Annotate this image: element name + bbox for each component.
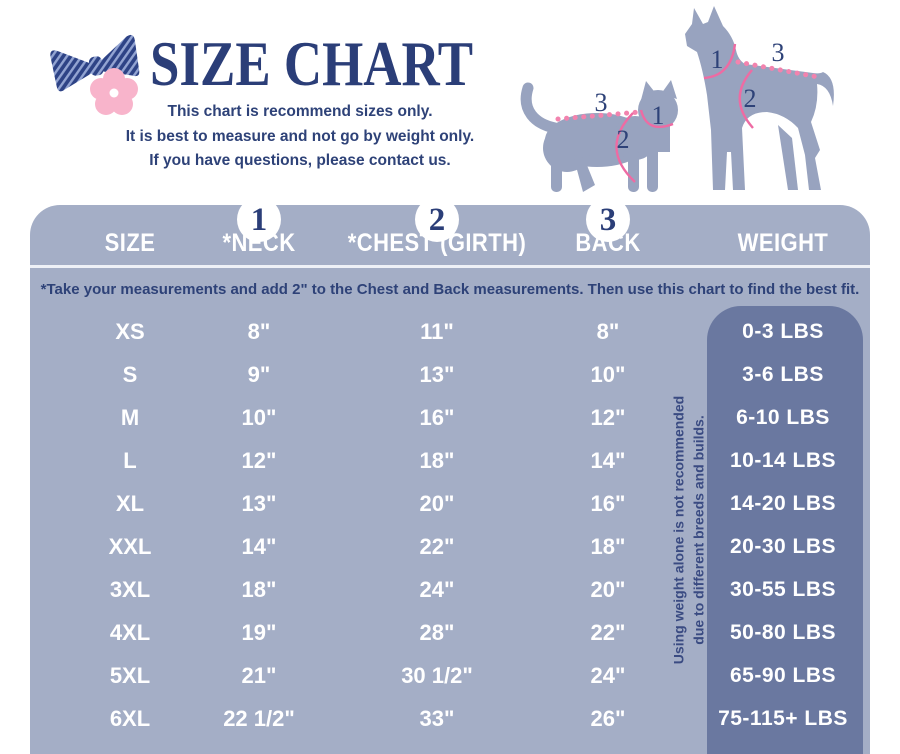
measurement-diagram: 3 1 2 3 1 2 xyxy=(520,6,834,192)
cell-weight: 0-3 LBS xyxy=(742,319,824,343)
cell-weight: 14-20 LBS xyxy=(729,491,837,515)
cell-chest: 24" xyxy=(419,577,455,603)
dog-chest-number: 2 xyxy=(744,84,757,113)
subtitle-line-3: If you have questions, please contact us… xyxy=(149,152,451,169)
cell-neck: 10" xyxy=(241,404,277,430)
column-header-weight: WEIGHT xyxy=(737,229,829,257)
bow-tie-icon xyxy=(50,34,140,92)
flower-icon xyxy=(90,68,138,115)
logo xyxy=(50,34,140,115)
table-row: 6XL 22 1/2" 33" 26" 75-115+ LBS xyxy=(30,698,870,741)
table-row: 4XL 19" 28" 22" 50-80 LBS xyxy=(30,612,870,655)
cell-back: 10" xyxy=(590,361,626,387)
cell-weight: 50-80 LBS xyxy=(729,621,837,645)
cell-size: XXL xyxy=(108,534,152,560)
cell-chest: 13" xyxy=(419,361,455,387)
cell-chest: 11" xyxy=(420,318,454,344)
cell-back: 24" xyxy=(590,663,626,689)
cell-weight: 30-55 LBS xyxy=(729,578,837,602)
table-row: M 10" 16" 12" 6-10 LBS xyxy=(30,396,870,439)
cell-weight: 10-14 LBS xyxy=(729,448,837,472)
cell-size: 4XL xyxy=(109,620,151,646)
dog-silhouette xyxy=(685,6,834,190)
cat-back-number: 3 xyxy=(595,88,608,117)
cell-chest: 22" xyxy=(419,534,455,560)
cat-chest-number: 2 xyxy=(617,125,630,154)
header-badge-chest: 2 xyxy=(415,197,459,242)
cat-neck-measure-arc xyxy=(639,109,674,129)
cell-weight: 6-10 LBS xyxy=(736,405,830,429)
cell-neck: 9" xyxy=(247,361,271,387)
cell-back: 22" xyxy=(590,620,626,646)
cell-neck: 22 1/2" xyxy=(223,706,295,732)
subtitle-line-1: This chart is recommend sizes only. xyxy=(167,103,433,120)
cell-back: 8" xyxy=(596,318,620,344)
cat-back-measure-line xyxy=(555,109,643,122)
cat-neck-number: 1 xyxy=(652,101,665,130)
table-row: XS 8" 11" 8" 0-3 LBS xyxy=(30,310,870,353)
cell-weight: 20-30 LBS xyxy=(729,535,837,559)
cell-size: 3XL xyxy=(109,577,151,603)
cell-chest: 18" xyxy=(419,447,455,473)
cell-size: 6XL xyxy=(109,706,151,732)
cell-neck: 8" xyxy=(247,318,271,344)
cell-weight: 65-90 LBS xyxy=(729,664,837,688)
table-row: L 12" 18" 14" 10-14 LBS xyxy=(30,439,870,482)
header-badge-neck: 1 xyxy=(237,197,281,242)
cell-chest: 28" xyxy=(419,620,455,646)
column-header-size: SIZE xyxy=(104,229,156,257)
cell-chest: 16" xyxy=(419,404,455,430)
table-note: *Take your measurements and add 2" to th… xyxy=(40,281,860,298)
column-header-chest: *CHEST (GIRTH) xyxy=(347,229,527,257)
dog-neck-number: 1 xyxy=(711,45,724,74)
cell-weight: 3-6 LBS xyxy=(742,362,824,386)
cell-back: 18" xyxy=(590,534,626,560)
dog-back-measure-line xyxy=(735,59,821,80)
column-header-back: BACK xyxy=(575,229,641,257)
cell-size: XL xyxy=(115,490,145,516)
cell-size: L xyxy=(123,447,137,473)
size-table: 1 2 3 SIZE *NECK *CHEST (GIRTH) BACK WEI… xyxy=(30,197,870,754)
cell-back: 26" xyxy=(590,706,626,732)
cell-size: XS xyxy=(115,318,145,344)
header-divider xyxy=(30,265,870,268)
cell-size: 5XL xyxy=(109,663,151,689)
table-row: S 9" 13" 10" 3-6 LBS xyxy=(30,353,870,396)
cat-silhouette xyxy=(520,80,678,192)
cell-back: 12" xyxy=(590,404,626,430)
table-row: XL 13" 20" 16" 14-20 LBS xyxy=(30,482,870,525)
cell-weight: 75-115+ LBS xyxy=(718,707,848,731)
cell-size: S xyxy=(122,361,138,387)
table-row: XXL 14" 22" 18" 20-30 LBS xyxy=(30,525,870,568)
cell-back: 20" xyxy=(590,577,626,603)
column-header-neck: *NECK xyxy=(222,229,296,257)
cat-chest-measure-arc xyxy=(615,112,636,183)
subtitle: This chart is recommend sizes only. It i… xyxy=(60,100,540,174)
cell-neck: 14" xyxy=(241,534,277,560)
cell-chest: 30 1/2" xyxy=(401,663,473,689)
cell-neck: 13" xyxy=(241,490,277,516)
cell-neck: 21" xyxy=(241,663,277,689)
dog-chest-measure-arc xyxy=(738,69,754,129)
subtitle-line-2: It is best to measure and not go by weig… xyxy=(125,127,475,145)
table-row: 5XL 21" 30 1/2" 24" 65-90 LBS xyxy=(30,655,870,698)
dog-back-number: 3 xyxy=(772,38,785,67)
cell-back: 14" xyxy=(590,447,626,473)
cell-neck: 12" xyxy=(241,447,277,473)
weight-panel xyxy=(707,306,863,754)
cell-size: M xyxy=(120,404,140,430)
cell-back: 16" xyxy=(590,490,626,516)
page-title: SIZE CHART xyxy=(150,29,474,99)
cell-chest: 33" xyxy=(419,706,455,732)
header-badge-back: 3 xyxy=(586,197,630,242)
cell-neck: 18" xyxy=(241,577,277,603)
cell-chest: 20" xyxy=(419,490,455,516)
dog-neck-measure-arc xyxy=(703,43,737,80)
table-rows: XS 8" 11" 8" 0-3 LBS S 9" 13" 10" 3-6 LB… xyxy=(30,310,870,741)
cell-neck: 19" xyxy=(241,620,277,646)
table-row: 3XL 18" 24" 20" 30-55 LBS xyxy=(30,569,870,612)
